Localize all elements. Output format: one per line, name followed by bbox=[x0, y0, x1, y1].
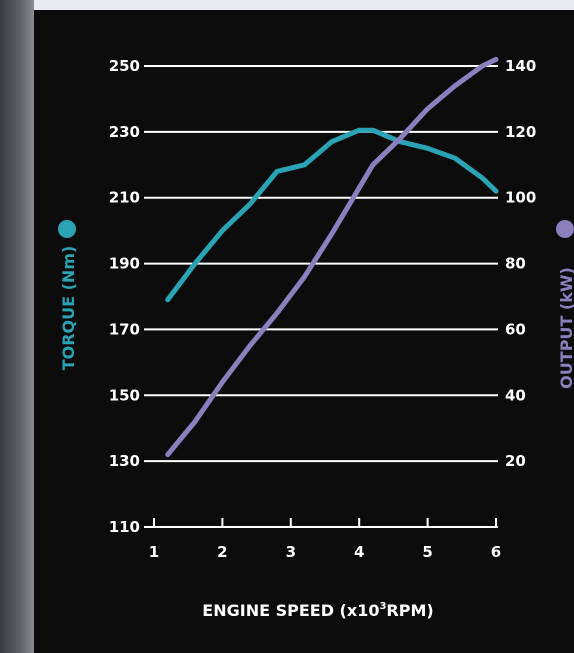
left-axis-title: TORQUE (Nm) bbox=[59, 246, 78, 371]
left-axis-ticks: 110 130 150 170 190 210 230 250 bbox=[109, 57, 140, 536]
chart-panel: 110 130 150 170 190 210 230 250 20 40 60 80 100 120 1… bbox=[34, 10, 574, 653]
background-top-strip bbox=[0, 0, 574, 10]
right-tick-label: 100 bbox=[505, 189, 536, 207]
x-axis: 1 2 3 4 5 6 bbox=[149, 518, 501, 561]
x-tick-label: 2 bbox=[217, 543, 227, 561]
x-tick-label: 1 bbox=[149, 543, 159, 561]
left-tick-label: 250 bbox=[109, 57, 140, 75]
left-tick-label: 150 bbox=[109, 386, 140, 404]
right-axis-ticks: 20 40 60 80 100 120 140 bbox=[505, 57, 536, 470]
torque-legend-dot bbox=[58, 220, 76, 238]
background-left-strip bbox=[0, 0, 34, 653]
x-tick-label: 5 bbox=[422, 543, 432, 561]
right-tick-label: 140 bbox=[505, 57, 536, 75]
left-tick-label: 210 bbox=[109, 189, 140, 207]
output-legend-dot bbox=[556, 220, 574, 238]
output-series-line bbox=[165, 56, 499, 458]
dual-axis-line-chart: 110 130 150 170 190 210 230 250 20 40 60 80 100 120 1… bbox=[58, 56, 574, 620]
right-tick-label: 20 bbox=[505, 452, 526, 470]
x-tick-label: 3 bbox=[286, 543, 296, 561]
right-tick-label: 40 bbox=[505, 386, 526, 404]
right-tick-label: 80 bbox=[505, 255, 526, 273]
left-tick-label: 110 bbox=[109, 518, 140, 536]
right-tick-label: 120 bbox=[505, 123, 536, 141]
right-axis-title: OUTPUT (kW) bbox=[557, 267, 574, 389]
x-tick-label: 6 bbox=[491, 543, 501, 561]
left-tick-label: 190 bbox=[109, 255, 140, 273]
gridlines bbox=[144, 65, 498, 528]
torque-series-line bbox=[165, 127, 499, 303]
x-axis-title: ENGINE SPEED (x103RPM) bbox=[202, 601, 433, 620]
right-tick-label: 60 bbox=[505, 320, 526, 338]
left-tick-label: 130 bbox=[109, 452, 140, 470]
left-tick-label: 230 bbox=[109, 123, 140, 141]
x-tick-label: 4 bbox=[354, 543, 364, 561]
left-tick-label: 170 bbox=[109, 320, 140, 338]
series-lines bbox=[165, 56, 499, 458]
